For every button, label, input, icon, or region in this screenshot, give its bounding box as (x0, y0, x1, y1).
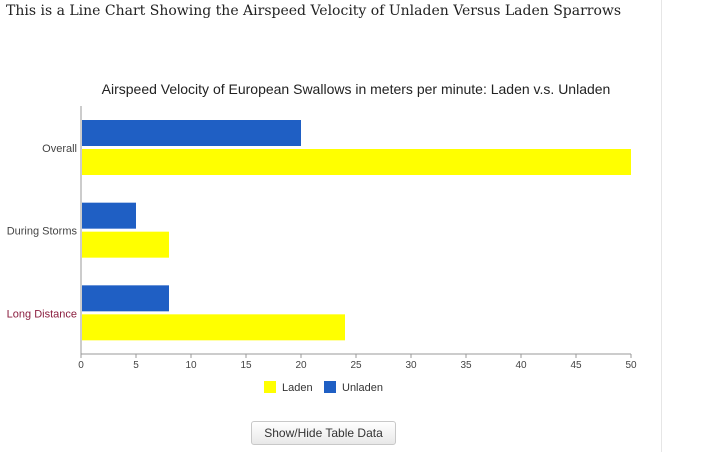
bar-laden-long-distance[interactable] (82, 314, 345, 341)
category-label: Overall (42, 143, 77, 155)
bar-laden-during-storms[interactable] (82, 231, 169, 258)
x-tick-label: 50 (625, 360, 637, 371)
x-tick-label: 25 (350, 360, 362, 371)
page-heading: This is a Line Chart Showing the Airspee… (6, 3, 622, 19)
bar-chart: Airspeed Velocity of European Swallows i… (7, 81, 637, 394)
category-label: During Storms (7, 226, 78, 238)
bar-unladen-long-distance[interactable] (82, 285, 169, 312)
x-tick-label: 15 (240, 360, 252, 371)
show-hide-table-button[interactable]: Show/Hide Table Data (251, 421, 396, 445)
legend: Laden Unladen (264, 381, 383, 394)
chart-title: Airspeed Velocity of European Swallows i… (102, 81, 611, 97)
x-tick-label: 45 (570, 360, 582, 371)
x-tick-label: 40 (515, 360, 527, 371)
x-tick-label: 5 (133, 360, 139, 371)
x-tick-label: 0 (78, 360, 84, 371)
bar-unladen-during-storms[interactable] (82, 202, 136, 229)
legend-swatch-unladen (324, 381, 336, 393)
right-divider (661, 0, 662, 452)
legend-swatch-laden (264, 381, 276, 393)
bar-unladen-overall[interactable] (82, 120, 301, 146)
x-tick-label: 20 (295, 360, 307, 371)
category-label: Long Distance (7, 308, 77, 320)
x-tick-label: 30 (405, 360, 417, 371)
plot-area: 0 5 10 15 20 25 30 35 40 45 50 Overall During Storms… (7, 106, 637, 371)
x-tick-label: 10 (185, 360, 197, 371)
legend-label-laden[interactable]: Laden (282, 382, 313, 394)
legend-label-unladen[interactable]: Unladen (342, 382, 383, 394)
x-tick-label: 35 (460, 360, 472, 371)
bar-laden-overall[interactable] (82, 149, 631, 175)
